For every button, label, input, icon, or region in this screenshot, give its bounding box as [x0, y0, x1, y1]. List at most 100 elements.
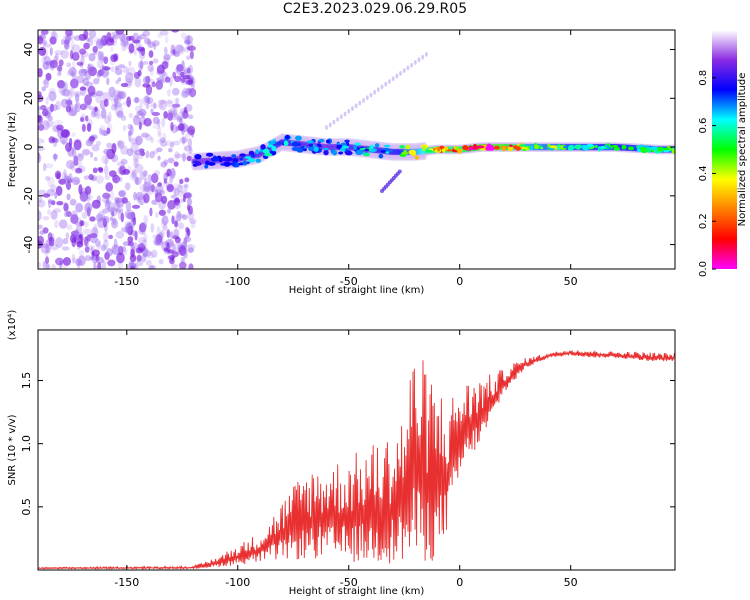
noise-blob	[104, 200, 111, 210]
streak-blob	[410, 62, 414, 68]
noise-blob	[61, 82, 67, 90]
noise-blob	[162, 224, 168, 232]
noise-blob	[125, 200, 132, 212]
noise-blob	[71, 44, 81, 55]
noise-blob	[75, 92, 80, 103]
noise-blob	[99, 124, 106, 133]
noise-blob	[124, 72, 134, 84]
noise-blob	[66, 70, 76, 77]
noise-blob	[69, 234, 77, 244]
noise-blob	[58, 219, 68, 229]
noise-blob	[129, 124, 134, 136]
noise-blob	[176, 210, 182, 222]
signal-blob	[344, 139, 350, 143]
noise-blob	[91, 199, 101, 209]
lobe-blob	[397, 169, 402, 174]
noise-blob	[139, 171, 145, 181]
colorbar-tick-label: 0.8	[698, 70, 709, 86]
noise-blob	[113, 102, 118, 109]
noise-blob	[127, 66, 136, 76]
noise-blob	[174, 97, 179, 104]
noise-blob	[81, 211, 88, 219]
noise-blob	[147, 174, 152, 184]
noise-blob	[43, 43, 52, 48]
noise-blob	[183, 69, 189, 75]
noise-blob	[85, 240, 89, 247]
noise-blob	[75, 167, 83, 174]
noise-blob	[38, 224, 43, 230]
signal-blob	[262, 148, 270, 154]
noise-blob	[114, 196, 120, 204]
noise-blob	[186, 155, 192, 162]
noise-blob	[122, 124, 127, 131]
noise-blob	[86, 122, 92, 133]
noise-blob	[170, 256, 175, 262]
noise-blob	[80, 68, 89, 74]
noise-blob	[42, 61, 50, 70]
noise-blob	[188, 147, 193, 154]
noise-blob	[162, 181, 169, 187]
noise-blob	[114, 197, 124, 203]
noise-blob	[136, 195, 141, 203]
noise-blob	[156, 147, 163, 153]
noise-blob	[104, 157, 108, 166]
noise-blob	[81, 148, 91, 156]
noise-blob	[123, 38, 131, 49]
noise-blob	[69, 198, 77, 206]
signal-blob	[383, 144, 391, 148]
noise-blob	[165, 100, 174, 107]
noise-blob	[154, 239, 164, 247]
noise-blob	[42, 79, 48, 85]
noise-blob	[115, 65, 119, 71]
noise-blob	[56, 201, 64, 206]
noise-blob	[151, 81, 156, 88]
signal-blob	[502, 145, 506, 152]
noise-blob	[169, 231, 174, 239]
noise-blob	[102, 208, 108, 214]
noise-blob	[151, 173, 159, 184]
noise-blob	[187, 64, 194, 75]
noise-blob	[38, 35, 44, 45]
noise-blob	[186, 67, 191, 74]
noise-blob	[144, 134, 152, 141]
signal-blob	[374, 143, 380, 148]
signal-blob	[283, 140, 289, 146]
noise-blob	[119, 32, 126, 43]
noise-blob	[56, 124, 64, 131]
noise-blob	[152, 124, 161, 130]
noise-blob	[173, 228, 179, 238]
signal-blob	[581, 145, 590, 151]
noise-blob	[150, 184, 155, 193]
noise-blob	[130, 265, 135, 269]
noise-blob	[117, 203, 124, 214]
noise-blob	[44, 249, 49, 257]
noise-blob	[165, 172, 170, 177]
noise-blob	[114, 208, 124, 213]
noise-blob	[133, 71, 140, 80]
signal-blob	[369, 144, 374, 150]
noise-blob	[54, 49, 63, 56]
noise-blob	[85, 99, 92, 108]
signal-blob	[485, 145, 492, 151]
noise-blob	[67, 109, 77, 117]
noise-blob	[88, 106, 95, 111]
signal-blob	[549, 145, 557, 149]
noise-blob	[51, 263, 57, 269]
noise-blob	[138, 200, 144, 206]
noise-blob	[65, 210, 72, 218]
signal-blob	[414, 155, 419, 160]
noise-blob	[95, 213, 104, 223]
noise-blob	[181, 214, 188, 220]
noise-blob	[64, 176, 72, 181]
noise-blob	[167, 88, 171, 97]
noise-blob	[108, 95, 114, 101]
noise-blob	[38, 210, 42, 222]
noise-blob	[94, 238, 101, 247]
noise-blob	[80, 220, 85, 226]
streak-blob	[332, 119, 336, 125]
signal-blob	[599, 145, 606, 150]
signal-blob	[323, 149, 329, 156]
signal-blob	[244, 156, 252, 159]
noise-blob	[139, 59, 143, 71]
noise-blob	[189, 218, 197, 225]
